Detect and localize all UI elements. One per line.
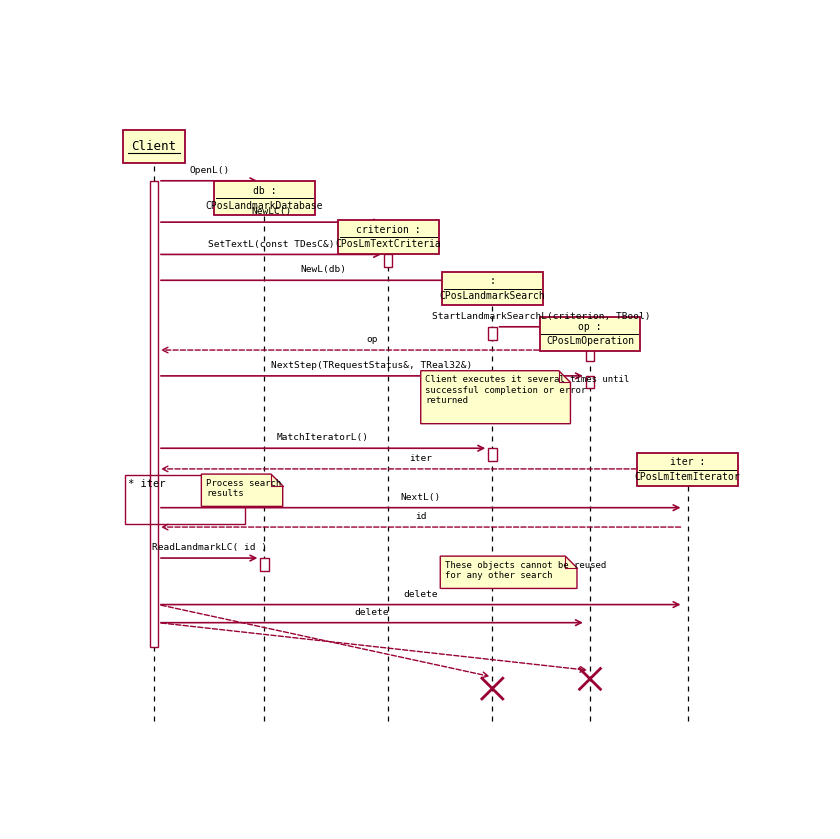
Text: OpenL(): OpenL() <box>189 166 229 175</box>
Text: CPosLmItemIterator: CPosLmItemIterator <box>635 472 741 482</box>
Text: delete: delete <box>403 590 438 599</box>
Text: NewL(db): NewL(db) <box>300 265 346 274</box>
Text: op :: op : <box>578 321 601 331</box>
Bar <box>585 376 594 388</box>
Polygon shape <box>440 556 577 588</box>
Text: iter: iter <box>409 454 433 463</box>
Text: CPosLmTextCriteria: CPosLmTextCriteria <box>335 239 441 249</box>
Text: NextL(): NextL() <box>401 492 441 502</box>
FancyBboxPatch shape <box>338 220 438 253</box>
Text: Client executes it several times until
successful completion or error
returned: Client executes it several times until s… <box>425 375 629 405</box>
Bar <box>585 326 594 361</box>
Text: MatchIteratorL(): MatchIteratorL() <box>277 434 369 442</box>
Bar <box>488 448 496 461</box>
Bar <box>684 469 692 481</box>
Bar <box>384 254 392 268</box>
Text: CPosLandmarkSearch: CPosLandmarkSearch <box>439 291 545 301</box>
Bar <box>260 558 269 571</box>
FancyBboxPatch shape <box>442 272 543 305</box>
Text: ReadLandmarkLC( id ): ReadLandmarkLC( id ) <box>152 544 266 552</box>
Text: op: op <box>366 336 378 344</box>
Text: NextStep(TRequestStatus&, TReal32&): NextStep(TRequestStatus&, TReal32&) <box>271 361 473 370</box>
Bar <box>260 180 269 192</box>
Text: criterion :: criterion : <box>356 225 421 235</box>
Text: delete: delete <box>354 608 389 617</box>
Text: StartLandmarkSearchL(criterion, TBool): StartLandmarkSearchL(criterion, TBool) <box>432 312 650 321</box>
Bar <box>150 180 158 647</box>
FancyBboxPatch shape <box>214 181 315 215</box>
Polygon shape <box>421 371 570 424</box>
Text: Client: Client <box>131 140 176 153</box>
Bar <box>488 326 496 340</box>
Text: CPosLandmarkDatabase: CPosLandmarkDatabase <box>206 201 323 211</box>
Text: SetTextL(const TDesC&): SetTextL(const TDesC&) <box>207 240 334 248</box>
Text: db :: db : <box>253 186 276 195</box>
Bar <box>488 280 496 293</box>
Polygon shape <box>202 474 283 507</box>
Bar <box>384 222 392 234</box>
FancyBboxPatch shape <box>539 317 640 351</box>
Text: These objects cannot be reused
for any other search: These objects cannot be reused for any o… <box>445 560 606 580</box>
Text: * iter: * iter <box>128 478 165 488</box>
Text: CPosLmOperation: CPosLmOperation <box>546 336 634 347</box>
Text: id: id <box>415 513 427 521</box>
Text: Process search
results: Process search results <box>206 478 281 498</box>
Text: NewLC(): NewLC() <box>251 207 291 216</box>
Bar <box>124 476 245 524</box>
FancyBboxPatch shape <box>638 453 738 487</box>
Text: :: : <box>490 276 496 286</box>
FancyBboxPatch shape <box>123 130 185 164</box>
Text: iter :: iter : <box>670 457 706 467</box>
